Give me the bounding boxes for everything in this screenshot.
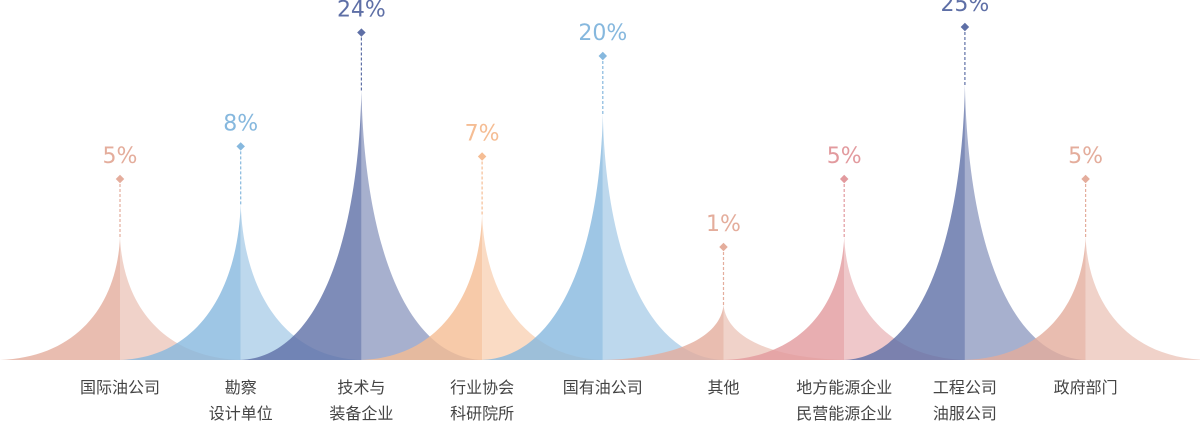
peak-left — [239, 90, 362, 361]
category-label: 政府部门 — [1054, 378, 1118, 397]
peak-right — [240, 204, 363, 360]
peak-left — [118, 204, 241, 360]
value-label: 5% — [103, 144, 138, 169]
category-label: 行业协会 — [450, 378, 514, 397]
peak-left — [360, 214, 483, 360]
category-label: 设计单位 — [209, 404, 273, 422]
peak-left — [480, 114, 603, 360]
category-label: 科研院所 — [450, 404, 514, 422]
marker-dot — [477, 152, 487, 161]
peak-left — [601, 305, 724, 360]
value-label: 24% — [337, 0, 386, 23]
value-label: 7% — [465, 121, 500, 146]
category-label: 国际油公司 — [80, 378, 160, 397]
peak-right — [602, 114, 725, 360]
marker-dot — [719, 242, 728, 252]
marker-dot — [1081, 174, 1090, 184]
peak-left — [963, 237, 1086, 360]
peak-right — [120, 237, 242, 360]
category-label: 装备企业 — [329, 404, 393, 422]
category-label: 工程公司 — [933, 378, 997, 397]
category-label: 油服公司 — [933, 404, 997, 422]
value-label: 8% — [223, 111, 258, 136]
marker-dot — [960, 22, 970, 32]
peak-right — [1085, 237, 1200, 360]
category-label: 民营能源企业 — [796, 404, 892, 422]
marker-dot — [598, 51, 608, 61]
category-label: 地方能源企业 — [796, 378, 892, 397]
value-label: 25% — [940, 0, 989, 17]
peak-right — [482, 214, 605, 360]
category-label: 其他 — [707, 378, 739, 397]
value-label: 20% — [578, 21, 627, 46]
peak-right — [723, 305, 846, 360]
peak-right — [964, 85, 1087, 360]
peak-right — [361, 90, 484, 361]
category-label: 勘察 — [225, 378, 257, 397]
peak-left — [0, 237, 120, 360]
category-label: 技术与 — [337, 378, 385, 397]
value-label: 5% — [827, 144, 862, 169]
category-label: 国有油公司 — [563, 378, 643, 397]
peak-right — [844, 237, 967, 360]
peak-left — [842, 85, 965, 360]
marker-dot — [357, 28, 366, 37]
marker-dot — [839, 174, 849, 184]
value-label: 1% — [706, 212, 741, 237]
marker-dot — [236, 142, 245, 151]
value-label: 5% — [1068, 144, 1103, 169]
marker-dot — [115, 174, 125, 184]
peak-left — [722, 237, 845, 360]
